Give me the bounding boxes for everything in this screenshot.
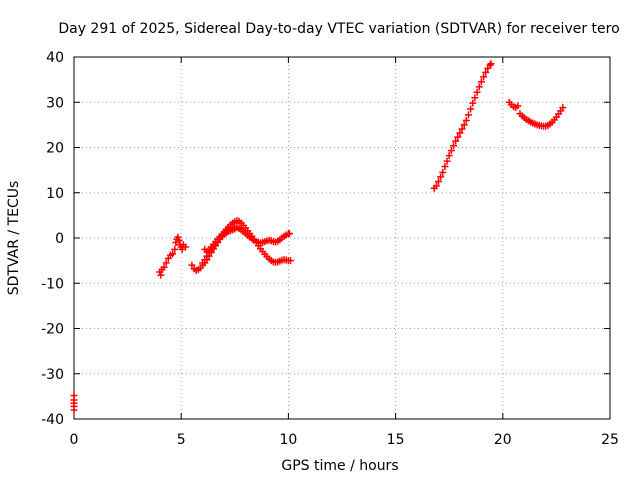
data-point [482,68,490,76]
data-point [287,257,295,265]
data-point [487,60,495,68]
y-tick-label: 20 [46,141,64,157]
data-point [559,104,567,112]
data-point [437,173,445,181]
data-point [469,99,477,107]
data-point [462,116,470,124]
data-point [175,236,183,244]
data-point [452,137,460,145]
data-points [70,60,567,414]
data-point [169,250,177,258]
y-tick-label: 40 [46,50,64,66]
data-point [443,157,451,165]
data-point [454,133,462,141]
data-point [486,61,494,69]
data-point [70,406,78,414]
y-axis-label: SDTVAR / TECUs [6,181,22,296]
y-tick-label: -40 [41,412,64,428]
data-point [174,233,182,241]
chart-title: Day 291 of 2025, Sidereal Day-to-day VTE… [58,21,619,37]
y-tick-label: -10 [41,276,64,292]
data-point [162,259,170,267]
y-tick-label: 0 [55,231,64,247]
data-point [432,182,440,190]
data-point [439,168,447,176]
data-point [456,129,464,137]
data-point [467,105,475,113]
grid [74,57,610,419]
data-point [171,245,179,253]
data-point [231,225,239,233]
data-point [460,121,468,129]
data-point [475,83,483,91]
data-point [480,73,488,81]
data-point [449,142,457,150]
data-point [285,229,293,237]
x-tick-label: 0 [70,432,79,448]
y-tick-label: 10 [46,186,64,202]
data-point [445,152,453,160]
data-point [434,177,442,185]
data-point [181,243,189,251]
data-point [447,147,455,155]
y-tick-label: -20 [41,322,64,338]
data-point [458,125,466,133]
data-point [201,256,209,264]
x-tick-label: 5 [177,432,186,448]
data-point [514,102,522,110]
x-tick-label: 20 [494,432,512,448]
data-point [473,88,481,96]
y-tick-label: 30 [46,95,64,111]
x-tick-label: 15 [387,432,405,448]
x-tick-label: 10 [279,432,297,448]
y-tick-label: -30 [41,367,64,383]
data-point [160,263,168,271]
data-point [441,163,449,171]
data-point [477,78,485,86]
data-point [157,271,165,279]
axis-ticks: 0 5 10 15 20 25 -40 -30 -20 -10 0 10 20 30 40 [41,50,619,448]
data-point [471,94,479,102]
x-axis-label: GPS time / hours [281,458,398,474]
data-point [188,261,196,269]
x-tick-label: 25 [601,432,619,448]
data-point [464,111,472,119]
